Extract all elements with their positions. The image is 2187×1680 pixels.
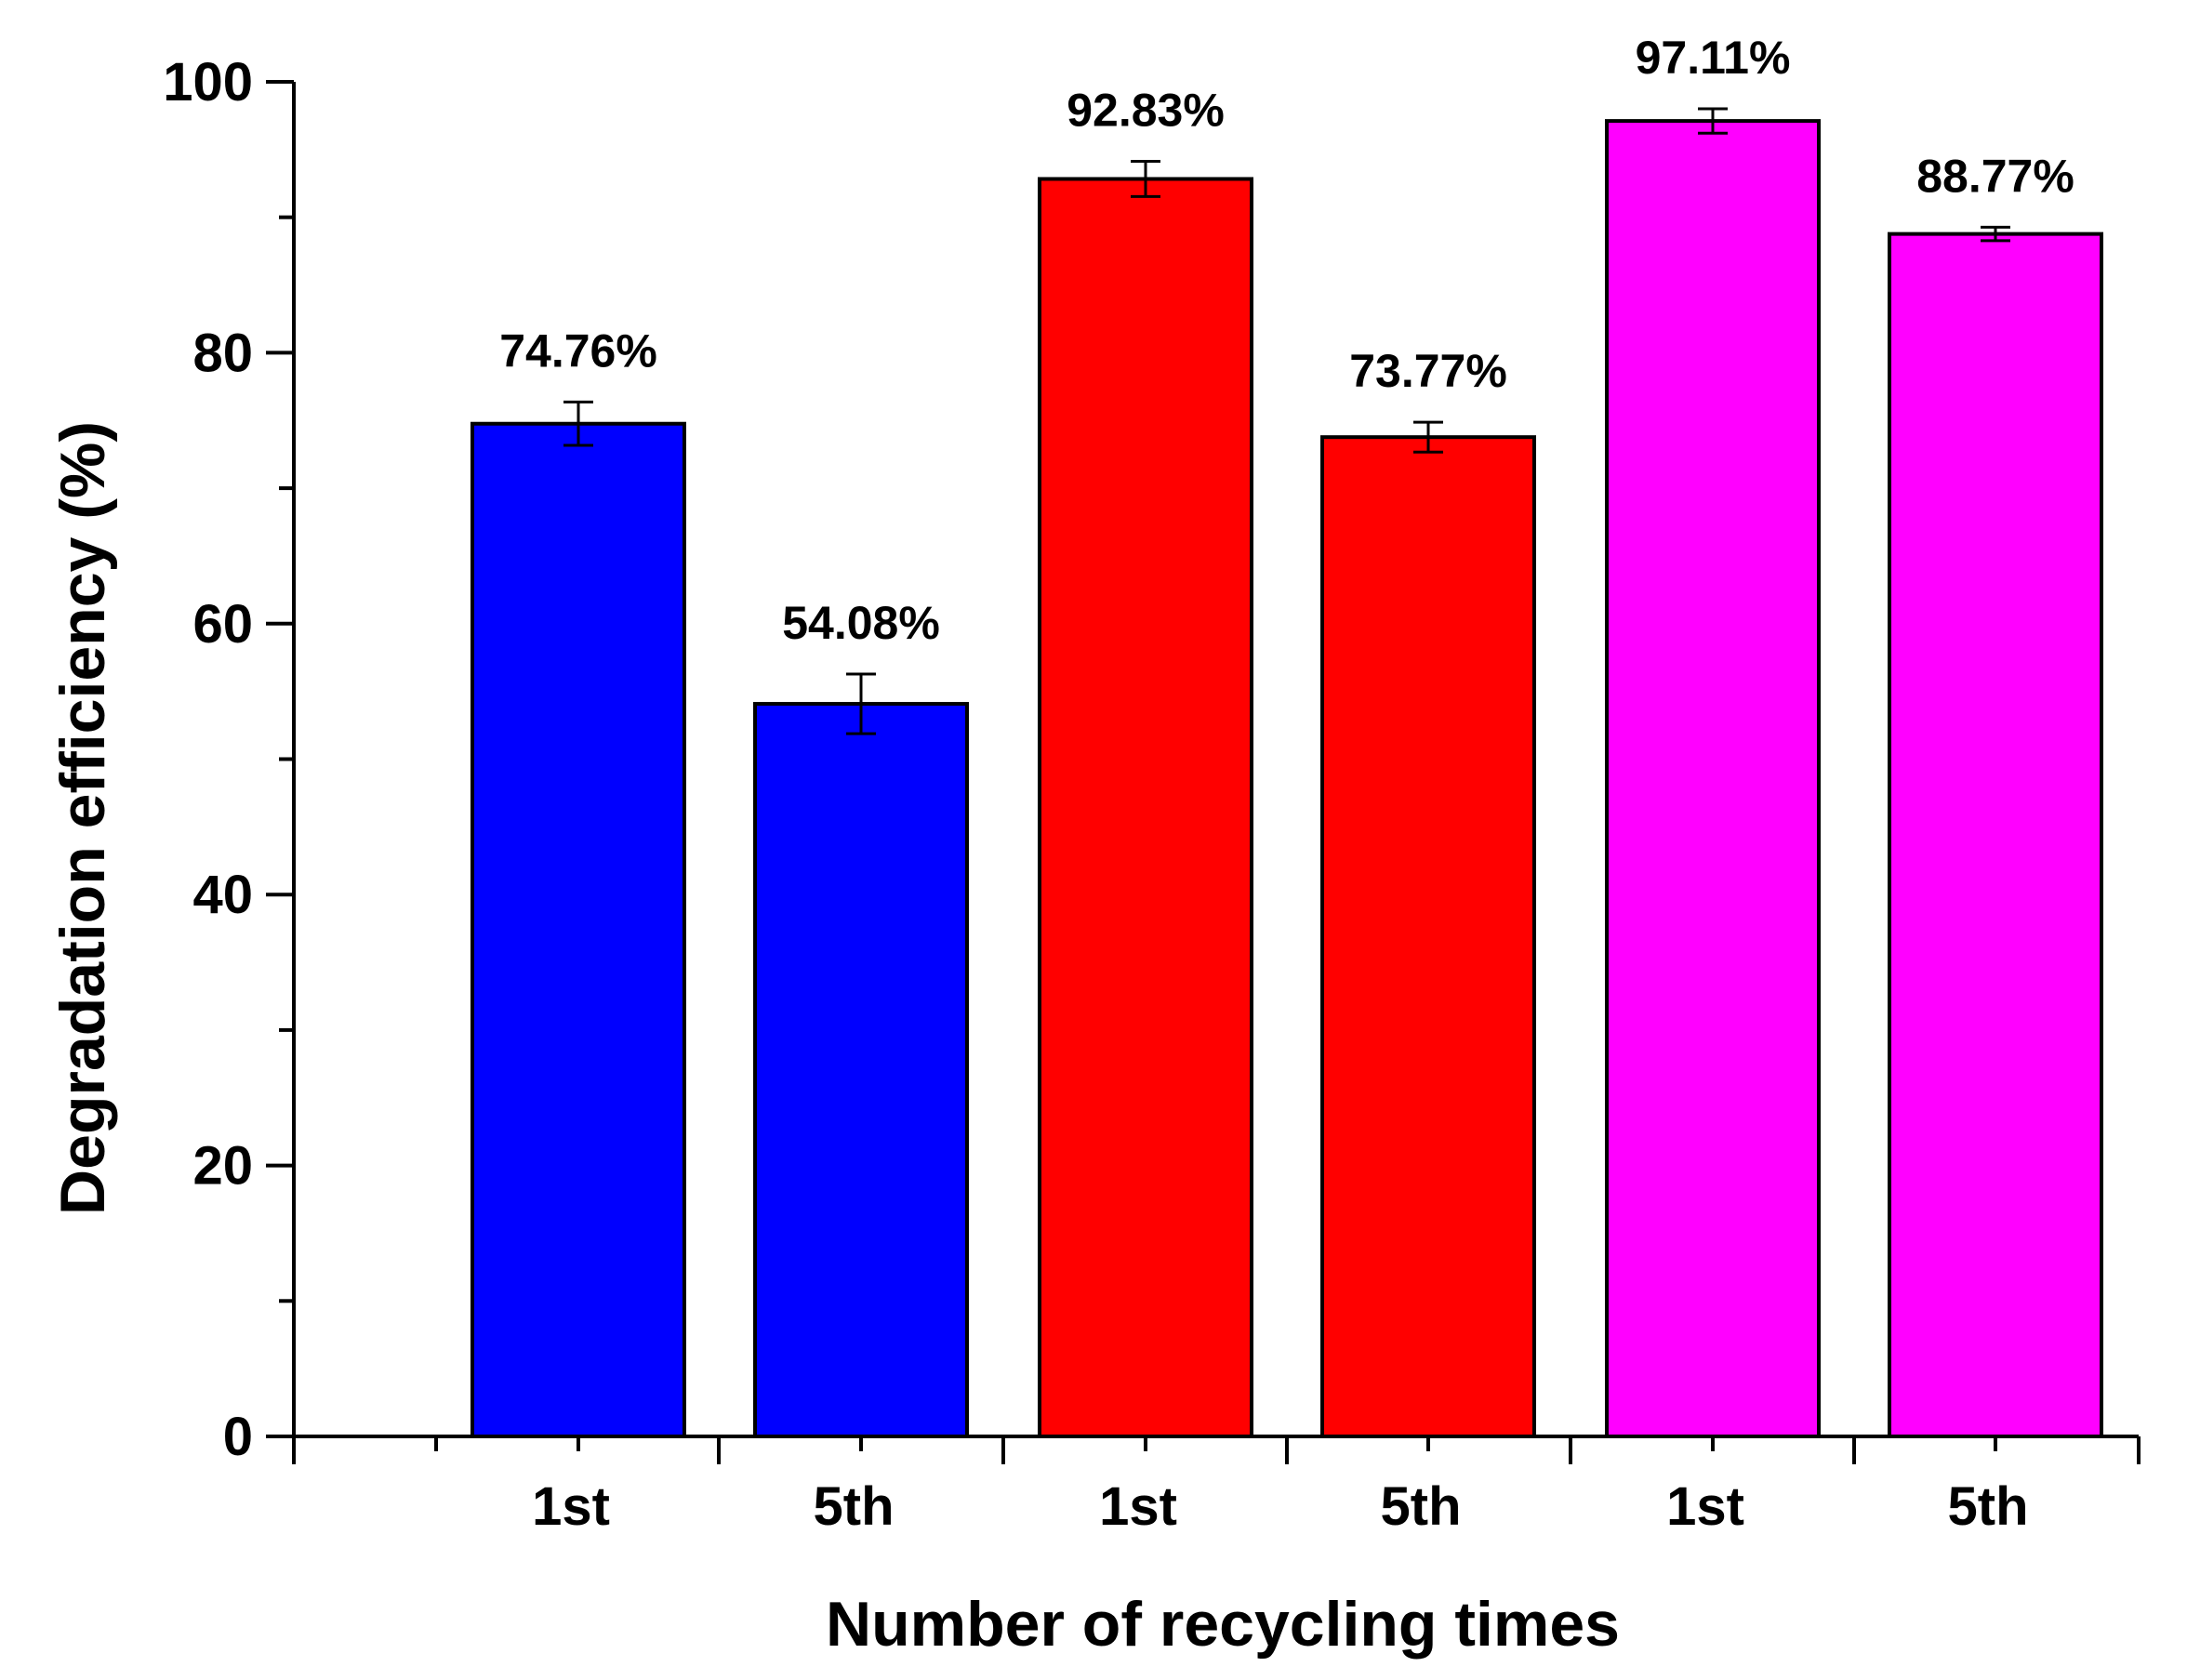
data-label-1: 74.76% xyxy=(499,324,657,377)
bar-2 xyxy=(753,702,969,1438)
x-axis-title: Number of recycling times xyxy=(826,1589,1620,1660)
x-tick-label: 5th xyxy=(1381,1476,1462,1537)
error-bar-2 xyxy=(846,672,876,735)
y-tick-label: 80 xyxy=(192,323,253,383)
bar-4 xyxy=(1320,435,1536,1438)
bar-5 xyxy=(1605,119,1821,1438)
x-tick-label: 1st xyxy=(532,1476,610,1537)
y-tick-label: 100 xyxy=(163,52,253,112)
y-tick-label: 60 xyxy=(192,594,253,655)
error-bar-6 xyxy=(1981,225,2010,243)
data-label-5: 97.11% xyxy=(1636,32,1791,84)
y-axis-title: Degradation efficiency (%) xyxy=(47,421,118,1215)
data-label-4: 73.77% xyxy=(1349,345,1507,397)
bar-6 xyxy=(1888,231,2103,1438)
x-tick-label: 5th xyxy=(1948,1476,2029,1537)
y-tick-label: 40 xyxy=(192,865,253,925)
error-bar-4 xyxy=(1413,420,1443,454)
error-bar-1 xyxy=(563,400,593,447)
error-bar-3 xyxy=(1131,160,1160,198)
y-tick-label: 0 xyxy=(223,1407,253,1467)
data-label-2: 54.08% xyxy=(782,597,940,649)
data-label-6: 88.77% xyxy=(1916,150,2074,202)
x-tick-label: 5th xyxy=(814,1476,895,1537)
plot-area: 74.76% 54.08% 92.83% 73.77% 97.11% 88.77% 0 20 4… xyxy=(163,32,2141,1537)
y-tick-label: 20 xyxy=(192,1136,253,1197)
data-label-3: 92.83% xyxy=(1067,85,1225,137)
bar-3 xyxy=(1038,177,1253,1438)
x-tick-label: 1st xyxy=(1666,1476,1744,1537)
x-tick-label: 1st xyxy=(1099,1476,1177,1537)
bar-1 xyxy=(471,421,686,1438)
error-bar-5 xyxy=(1698,107,1728,135)
